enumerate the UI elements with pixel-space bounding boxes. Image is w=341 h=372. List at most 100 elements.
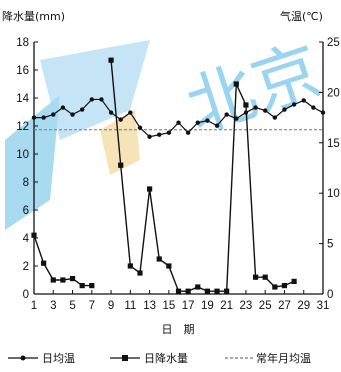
y-left-tick-label: 2 — [23, 261, 29, 273]
precip-point — [127, 263, 133, 269]
precip-point — [262, 274, 268, 280]
temp-point — [205, 118, 210, 123]
y-ticks-left: 0 2 4 6 8 10 12 14 16 18 — [16, 37, 38, 301]
temp-point — [137, 125, 143, 130]
x-tick-label: 29 — [297, 300, 310, 312]
x-tick-label: 13 — [143, 300, 156, 312]
precip-point — [156, 256, 162, 262]
precip-point — [175, 288, 182, 294]
legend-label-temp: 日均温 — [42, 352, 75, 365]
watermark: 北京 — [5, 31, 331, 230]
temp-point — [320, 110, 326, 115]
temp-point — [79, 107, 85, 112]
y-left-tick-label: 18 — [16, 37, 29, 49]
watermark-shape-cyan — [5, 95, 60, 230]
y-right-tick-label: 5 — [327, 239, 333, 251]
temp-point — [253, 105, 258, 110]
precip-point — [79, 283, 85, 289]
x-ticks: 1 3 5 7 9 11 13 15 17 19 21 23 25 27 29 31 — [31, 290, 330, 312]
temp-point — [291, 102, 297, 107]
y-left-tick-label: 10 — [16, 149, 29, 161]
y-axis-right-label: 气温(℃) — [280, 9, 323, 23]
x-tick-label: 19 — [201, 300, 214, 312]
x-tick-label: 5 — [69, 300, 75, 312]
temp-point — [176, 120, 181, 125]
precip-point — [243, 102, 249, 108]
temp-point — [282, 107, 287, 112]
temp-point — [99, 97, 104, 102]
legend-item-precip: 日降水量 — [110, 351, 188, 365]
y-left-tick-label: 0 — [23, 289, 29, 301]
temp-point — [31, 115, 37, 120]
watermark-shape-orange — [100, 110, 140, 175]
y-ticks-right: 0 5 10 15 20 25 — [319, 37, 340, 301]
precip-point — [89, 283, 95, 289]
precip-point — [204, 288, 210, 294]
watermark-text: 北京 — [177, 31, 331, 148]
precip-point — [50, 277, 56, 283]
temp-point — [272, 115, 278, 120]
series-daily-mean-temp — [31, 97, 326, 139]
precip-point — [108, 57, 114, 63]
precip-point — [69, 276, 76, 282]
precip-point — [252, 274, 259, 280]
legend-item-normal: 常年月均温 — [225, 351, 311, 365]
x-tick-label: 17 — [182, 300, 195, 312]
legend-item-temp: 日均温 — [8, 352, 75, 365]
precip-point — [233, 81, 239, 87]
temp-point — [214, 123, 220, 128]
temp-point — [263, 108, 268, 113]
temp-point — [89, 97, 95, 102]
x-tick-label: 9 — [108, 300, 114, 312]
precip-point — [118, 162, 124, 168]
temp-point — [128, 110, 133, 115]
x-tick-label: 27 — [278, 300, 291, 312]
temp-point — [41, 115, 46, 120]
y-right-tick-label: 10 — [327, 188, 340, 200]
precip-point — [60, 277, 66, 283]
x-tick-label: 31 — [317, 300, 330, 312]
temp-point — [60, 105, 66, 110]
precip-point — [137, 270, 143, 276]
x-tick-label: 23 — [240, 300, 253, 312]
series-daily-precip — [31, 57, 297, 294]
temp-point — [108, 110, 114, 115]
precip-point — [291, 278, 297, 284]
precip-point — [147, 186, 153, 192]
temp-point — [301, 98, 306, 103]
y-left-tick-label: 12 — [16, 121, 29, 133]
temp-point — [311, 105, 316, 110]
precip-point — [272, 284, 278, 290]
y-right-tick-label: 0 — [327, 289, 333, 301]
temp-point — [147, 134, 152, 139]
temp-point — [51, 112, 56, 117]
legend: 日均温 日降水量 常年月均温 — [8, 351, 311, 365]
temp-point — [195, 120, 200, 125]
x-tick-label: 15 — [162, 300, 175, 312]
precip-point — [166, 263, 172, 269]
precip-point — [214, 288, 220, 294]
x-tick-label: 25 — [259, 300, 272, 312]
y-right-tick-label: 20 — [327, 87, 340, 99]
temp-point — [166, 130, 172, 135]
x-axis-label: 日 期 — [162, 323, 195, 336]
x-tick-label: 21 — [220, 300, 233, 312]
y-axis-left-label: 降水量(mm) — [2, 9, 65, 23]
y-left-tick-label: 6 — [23, 205, 29, 217]
watermark-shape-blue — [40, 40, 150, 140]
precip-point — [185, 288, 191, 294]
y-left-tick-label: 4 — [23, 233, 30, 245]
temp-point — [70, 112, 75, 117]
y-left-tick-label: 8 — [23, 177, 29, 189]
precip-point — [41, 260, 47, 266]
x-tick-label: 11 — [124, 300, 136, 312]
x-tick-label: 7 — [89, 300, 95, 312]
legend-label-normal: 常年月均温 — [256, 351, 311, 365]
temp-point — [224, 112, 229, 117]
temp-point — [157, 132, 162, 137]
y-right-tick-label: 15 — [327, 138, 340, 150]
y-left-tick-label: 16 — [16, 65, 29, 77]
y-right-tick-label: 25 — [327, 37, 340, 49]
precip-point — [31, 232, 37, 238]
